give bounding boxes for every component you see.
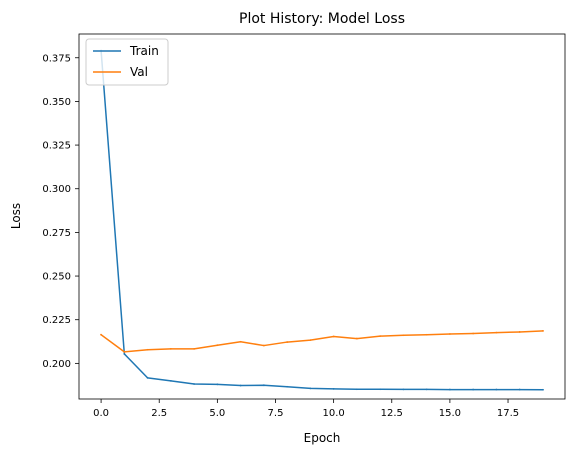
data-point-val xyxy=(169,347,172,350)
series-line-train xyxy=(100,49,544,391)
data-point-train xyxy=(262,384,265,387)
data-point-train xyxy=(309,387,312,390)
data-point-val xyxy=(193,347,196,350)
data-point-train xyxy=(146,376,149,379)
x-tick-label: 5.0 xyxy=(209,408,225,419)
data-point-train xyxy=(402,388,405,391)
x-tick-label: 2.5 xyxy=(151,408,167,419)
data-point-train xyxy=(216,383,219,386)
y-tick-label: 0.250 xyxy=(42,272,71,283)
data-point-val xyxy=(216,344,219,347)
data-point-train xyxy=(518,388,521,391)
data-point-val xyxy=(286,341,289,343)
y-tick-label: 0.350 xyxy=(42,97,71,108)
y-tick-label: 0.375 xyxy=(42,53,71,64)
data-point-train xyxy=(355,388,358,391)
x-axis-label: Epoch xyxy=(304,431,341,445)
y-axis-label: Loss xyxy=(9,203,23,229)
data-point-train xyxy=(286,385,289,388)
data-point-train xyxy=(379,388,382,391)
x-tick-label: 12.5 xyxy=(381,408,403,419)
data-point-train xyxy=(193,383,196,385)
x-tick-label: 0.0 xyxy=(93,408,109,419)
data-point-train xyxy=(332,387,335,390)
series-line-val xyxy=(100,330,544,353)
data-point-val xyxy=(495,331,498,334)
x-tick-label: 15.0 xyxy=(439,408,461,419)
y-tick-label: 0.325 xyxy=(42,141,71,152)
legend-label-val: Val xyxy=(130,65,148,79)
data-point-val xyxy=(123,350,126,353)
data-point-train xyxy=(472,388,475,391)
data-point-train xyxy=(542,388,544,391)
data-point-train xyxy=(169,379,172,382)
data-point-train xyxy=(425,388,428,391)
x-tick-label: 17.5 xyxy=(497,408,519,419)
data-point-val xyxy=(262,344,265,347)
data-point-val xyxy=(448,333,451,335)
y-tick-label: 0.225 xyxy=(42,315,71,326)
chart-title: Plot History: Model Loss xyxy=(239,11,405,27)
data-point-val xyxy=(332,335,335,338)
data-point-val xyxy=(239,340,242,343)
data-point-val xyxy=(100,333,102,336)
legend: Train Val xyxy=(85,38,169,86)
y-tick-label: 0.200 xyxy=(42,359,71,370)
data-point-val xyxy=(425,333,428,336)
data-point-val xyxy=(146,348,149,351)
data-point-val xyxy=(379,335,382,338)
data-point-train xyxy=(495,388,498,391)
y-tick-label: 0.300 xyxy=(42,184,71,195)
legend-label-train: Train xyxy=(129,44,159,58)
data-point-train xyxy=(239,384,242,387)
data-point-val xyxy=(402,334,405,337)
data-point-val xyxy=(542,329,544,332)
y-tick-label: 0.275 xyxy=(42,228,71,239)
data-point-val xyxy=(472,332,475,335)
data-point-train xyxy=(448,388,451,391)
data-point-val xyxy=(518,331,521,333)
data-point-train xyxy=(123,353,126,355)
plot-area xyxy=(100,49,544,391)
x-axis: 0.0 2.5 5.0 7.5 10.0 12.5 15.0 17.5 xyxy=(93,399,519,419)
plot-frame xyxy=(78,33,566,400)
data-point-val xyxy=(309,339,312,342)
x-tick-label: 7.5 xyxy=(268,408,284,419)
x-tick-label: 10.0 xyxy=(322,408,344,419)
y-axis: 0.200 0.225 0.250 0.275 0.300 0.325 0.350 0.375 xyxy=(42,53,79,370)
data-point-val xyxy=(355,337,358,340)
